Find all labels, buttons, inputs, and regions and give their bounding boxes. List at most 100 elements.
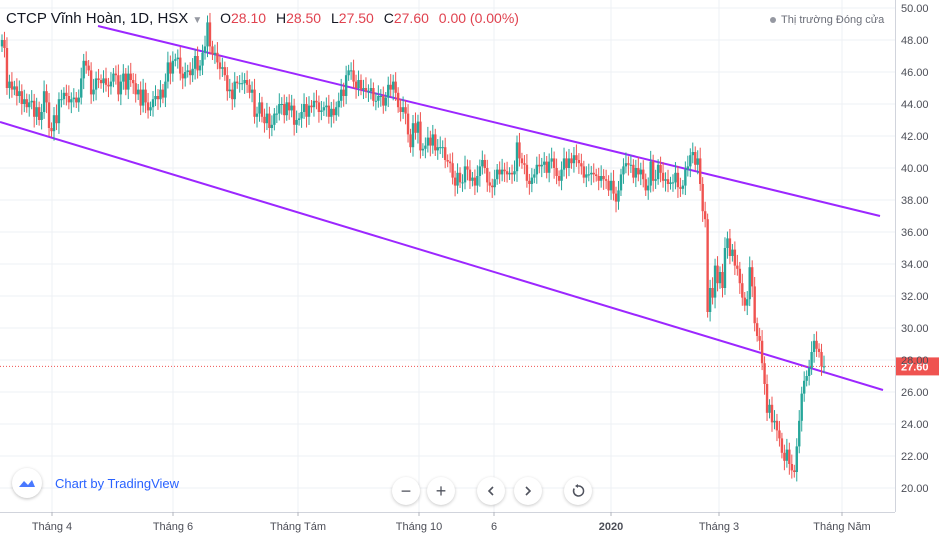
candle-body [780, 438, 784, 453]
candle-body [580, 163, 583, 167]
candle-body [679, 187, 682, 189]
candle-body [609, 180, 613, 191]
candle-body [201, 52, 204, 66]
candle-body [434, 134, 437, 151]
candle-body [28, 102, 31, 108]
candle-body [367, 91, 370, 93]
candle-body [701, 184, 704, 212]
tradingview-brand[interactable]: Chart by TradingView [12, 468, 179, 498]
candle-body [144, 89, 147, 103]
y-tick-label: 30.00 [901, 323, 929, 335]
candle-body [134, 83, 137, 95]
candle-body [510, 172, 514, 175]
candle-body [691, 152, 694, 156]
candle-body [783, 452, 786, 461]
candle-body [305, 104, 308, 117]
candle-body [67, 96, 71, 103]
time-axis[interactable]: Tháng 4 Tháng 6 Tháng Tám Tháng 10 6 2020 Thán… [0, 512, 895, 533]
candle-body [805, 376, 808, 381]
candle-body [275, 113, 279, 115]
candle-body [409, 134, 412, 148]
y-tick-label: 32.00 [901, 291, 929, 303]
candle-body [602, 176, 605, 180]
x-tick-label: Tháng 3 [699, 521, 739, 533]
candle-body [208, 22, 212, 47]
candle-body [463, 166, 467, 183]
candle-body [651, 161, 655, 181]
market-status: Thị trường Đóng cửa [770, 14, 884, 26]
candle-body [431, 134, 435, 146]
open-value: 28.10 [231, 10, 267, 26]
candle-body [674, 172, 677, 183]
candle-body [57, 99, 61, 124]
candle-body [634, 168, 638, 178]
candle-body [560, 169, 563, 181]
price-axis[interactable]: 50.00 48.00 46.00 44.00 42.00 40.00 38.00 36.00… [895, 0, 929, 512]
candle-body [389, 84, 392, 90]
chevron-right-icon [525, 486, 532, 496]
candle-body [503, 169, 506, 172]
candle-body [557, 176, 561, 181]
last-price-line: 27.60 [0, 357, 939, 376]
candle-body [684, 169, 687, 186]
candle-body [109, 81, 113, 87]
y-tick-label: 28.00 [901, 355, 929, 367]
candle-body [493, 179, 496, 188]
candle-body [240, 83, 244, 85]
brand-text[interactable]: Chart by TradingView [55, 475, 180, 491]
candle-body [80, 78, 83, 98]
candle-body [221, 67, 224, 69]
candle-body [612, 180, 615, 194]
candle-body [812, 340, 816, 352]
candle-body [122, 73, 125, 82]
candle-body [802, 380, 806, 394]
candle-body [411, 123, 415, 148]
candle-body [62, 92, 66, 100]
candle-body [188, 70, 192, 76]
candle-body [270, 124, 274, 128]
candle-body [795, 446, 798, 472]
candle-body [478, 166, 482, 176]
caret-down-icon[interactable]: ▼ [192, 15, 203, 26]
candle-body [726, 238, 729, 248]
candle-body [733, 249, 737, 266]
candle-body [327, 105, 331, 117]
candle-body [547, 161, 551, 173]
candle-body [562, 158, 566, 170]
candle-body [414, 123, 417, 133]
zoom-in-button[interactable]: + [427, 477, 455, 505]
candle-body [664, 179, 667, 181]
candle-body [283, 104, 286, 116]
candle-body [186, 70, 189, 72]
candle-body [741, 283, 744, 298]
candle-body [245, 80, 249, 85]
zoom-out-button[interactable]: − [392, 477, 420, 505]
candle-body [627, 163, 630, 165]
candle-body [94, 78, 98, 90]
chart-grid [0, 0, 895, 512]
candle-body [659, 164, 662, 173]
candle-body [599, 176, 603, 181]
candlestick-series [0, 12, 826, 482]
candle-body [637, 168, 640, 175]
candle-body [117, 75, 120, 95]
candle-body [136, 89, 140, 95]
candle-body [453, 177, 457, 186]
candle-body [575, 155, 578, 160]
scroll-right-button[interactable] [514, 477, 542, 505]
candle-body [738, 268, 742, 284]
candle-body [290, 105, 293, 111]
candle-body [151, 99, 155, 108]
scroll-left-button[interactable] [477, 477, 505, 505]
candle-body [3, 40, 6, 48]
candle-body [104, 78, 108, 85]
symbol-title[interactable]: CTCP Vĩnh Hoàn, 1D, HSX [6, 10, 189, 27]
candle-body [758, 336, 761, 341]
y-tick-label: 48.00 [901, 35, 929, 47]
candle-body [169, 62, 172, 74]
close-value: 27.60 [393, 10, 429, 26]
reset-button[interactable] [564, 477, 592, 505]
candle-body [644, 179, 647, 191]
candle-body [721, 272, 724, 288]
